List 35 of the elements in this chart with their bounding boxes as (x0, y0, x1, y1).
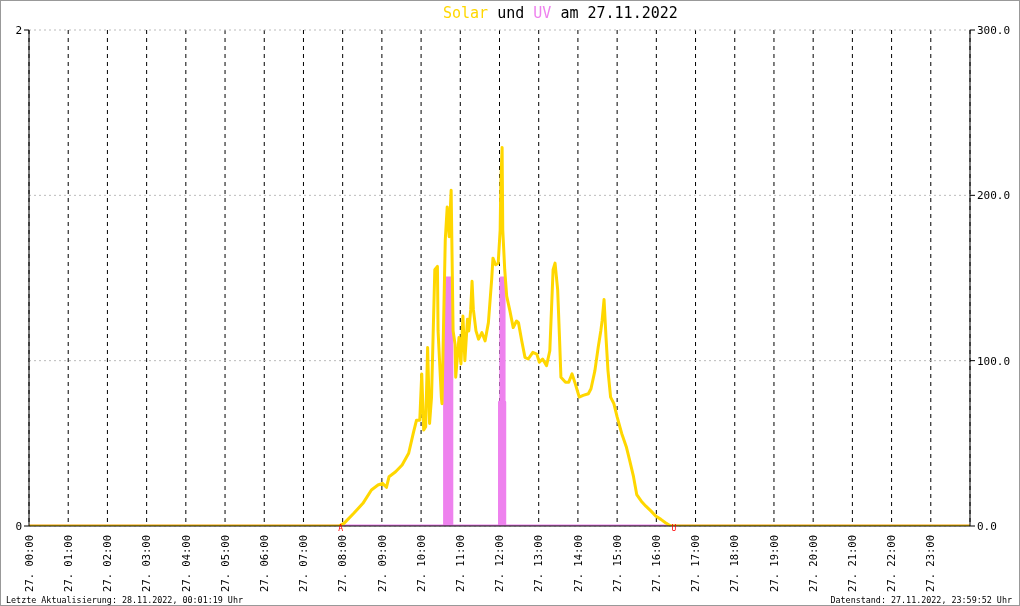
x-tick-label: 27. 11:00 (453, 535, 466, 592)
x-tick-label: 27. 16:00 (650, 535, 663, 592)
x-tick-label: 27. 18:00 (728, 535, 741, 592)
x-tick-label: 27. 19:00 (767, 535, 780, 592)
x-tick-label: 27. 00:00 (22, 535, 35, 592)
x-tick-label: 27. 01:00 (61, 535, 74, 592)
y2-tick-label: 300.0 (977, 23, 1011, 37)
x-tick-label: 27. 14:00 (571, 535, 584, 592)
x-tick-label: 27. 06:00 (257, 535, 270, 592)
x-tick-label: 27. 17:00 (689, 535, 702, 592)
x-tick-label: 27. 10:00 (414, 535, 427, 592)
x-tick-label: 27. 07:00 (297, 535, 310, 592)
x-tick-label: 27. 02:00 (101, 535, 114, 592)
x-tick-label: 27. 20:00 (806, 535, 819, 592)
y-tick-label: 2 (15, 23, 22, 37)
x-tick-label: 27. 04:00 (179, 535, 192, 592)
y-tick-label: 0 (15, 519, 22, 533)
x-tick-label: 27. 03:00 (140, 535, 153, 592)
x-tick-label: 27. 13:00 (532, 535, 545, 592)
x-tick-label: 27. 23:00 (924, 535, 937, 592)
text: Letzte Aktualisierung: 28.11.2022, 00:01:19 Uhr (6, 595, 243, 605)
chart-title: Solar und UV am 27.11.2022 (443, 4, 678, 22)
y2-tick-label: 100.0 (977, 354, 1011, 368)
y2-tick-label: 0.0 (977, 519, 997, 533)
text: Datenstand: 27.11.2022, 23:59:52 Uhr (830, 595, 1012, 605)
x-tick-label: 27. 22:00 (885, 535, 898, 592)
annotation: A (338, 523, 344, 533)
x-tick-label: 27. 21:00 (846, 535, 859, 592)
x-tick-label: 27. 05:00 (218, 535, 231, 592)
x-tick-label: 27. 08:00 (336, 535, 349, 592)
x-tick-label: 27. 09:00 (375, 535, 388, 592)
y2-tick-label: 200.0 (977, 189, 1011, 203)
annotation: U (671, 523, 677, 533)
x-tick-label: 27. 12:00 (493, 535, 506, 592)
x-tick-label: 27. 15:00 (610, 535, 623, 592)
